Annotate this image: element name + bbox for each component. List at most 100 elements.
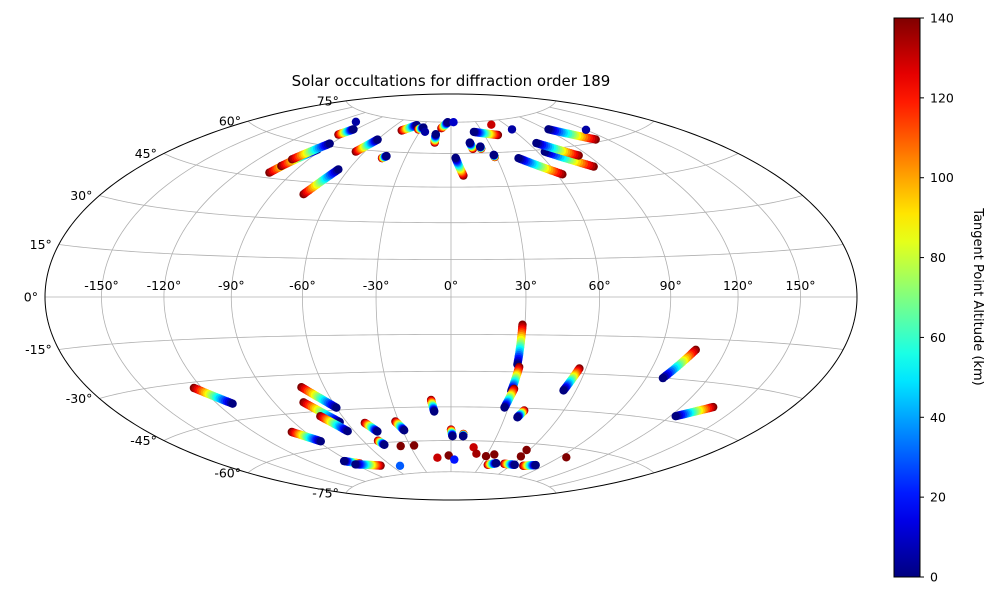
occultation-point [472, 449, 481, 458]
occultation-point [522, 445, 531, 455]
occultation-point [382, 151, 391, 161]
lon-tick-label: 120° [723, 278, 753, 293]
occultation-point [500, 403, 509, 412]
colorbar: 0 20 40 60 80 100 120 140 Tangent Point Altitud… [893, 11, 985, 585]
colorbar-tick-label: 140 [930, 11, 954, 26]
map-outline [44, 93, 858, 501]
longitude-tick-labels: -150° -120° -90° -60° -30° 0° 30° 60° 90° 120° 150… [84, 278, 815, 293]
occultation-point [396, 441, 405, 451]
occultation-point [510, 460, 519, 469]
lon-tick-label: 0° [444, 278, 458, 293]
occultation-point [395, 461, 405, 470]
longitude-gridline [536, 112, 739, 482]
colorbar-tick-label: 60 [930, 330, 946, 345]
lat-tick-label: 30° [70, 188, 92, 203]
occultation-point [658, 373, 668, 383]
occultation-point [325, 139, 334, 148]
colorbar-tick-label: 80 [930, 250, 946, 265]
occultation-point [513, 413, 522, 422]
colorbar-tick-label: 20 [930, 490, 946, 505]
latitude-tick-labels: 75° 60° 45° 30° 15° 0° -15° -30° -45° -60° -75° [24, 93, 339, 500]
lat-tick-label: 60° [219, 114, 241, 129]
longitude-gridline [475, 121, 527, 473]
data-marks [189, 117, 718, 470]
colorbar-ticks: 0 20 40 60 80 100 120 140 [920, 11, 954, 585]
graticule [45, 100, 857, 494]
colorbar-tick-label: 120 [930, 90, 954, 105]
colorbar-label: Tangent Point Altitude (km) [970, 207, 985, 385]
lat-tick-label: 0° [24, 290, 38, 305]
lat-tick-label: -75° [312, 486, 339, 501]
occultation-point [531, 460, 540, 470]
occultation-point [430, 407, 439, 416]
lat-tick-label: -60° [214, 465, 241, 480]
lon-tick-label: 30° [515, 278, 537, 293]
occultation-point [469, 443, 478, 452]
occultation-point [449, 118, 458, 127]
occultation-point [228, 399, 237, 408]
occultation-point [469, 127, 479, 137]
lon-tick-label: -90° [218, 278, 245, 293]
occultation-point [507, 125, 517, 134]
occultation-point [489, 150, 498, 160]
occultation-point [351, 117, 361, 127]
occultation-point [443, 118, 452, 127]
occultation-point [400, 426, 409, 435]
lon-tick-label: 90° [660, 278, 682, 293]
occultation-point [431, 130, 440, 139]
lat-tick-label: 45° [135, 146, 157, 161]
occultation-point [581, 125, 591, 134]
occultation-point [532, 138, 541, 148]
occultation-point [373, 135, 382, 144]
chart-title: Solar occultations for diffraction order… [292, 72, 611, 90]
lon-tick-label: -60° [289, 278, 316, 293]
longitude-gridline [101, 106, 353, 488]
occultation-point [448, 432, 457, 441]
occultation-point [490, 450, 499, 459]
occultation-point [562, 453, 571, 462]
occultation-point [351, 460, 360, 469]
longitude-gridline [163, 112, 366, 482]
longitude-gridline [302, 119, 404, 475]
longitude-gridline [519, 116, 672, 478]
occultation-point [481, 452, 491, 461]
colorbar-gradient [893, 17, 921, 578]
occultation-point [332, 403, 341, 412]
occultation-point [458, 432, 468, 441]
longitude-gridline [549, 106, 801, 488]
colorbar-tick-label: 0 [930, 570, 938, 585]
lon-tick-label: -120° [147, 278, 182, 293]
occultation-point [373, 427, 382, 436]
occultation-point [343, 427, 352, 436]
occultation-point [409, 441, 419, 450]
occultation-point [671, 412, 680, 421]
lat-tick-label: 75° [317, 93, 339, 108]
lat-tick-label: -45° [130, 433, 157, 448]
occultation-point [316, 437, 325, 446]
lat-tick-label: -15° [25, 342, 52, 357]
occultation-point [559, 386, 568, 395]
occultation-point [420, 127, 430, 136]
occultation-point [544, 125, 553, 134]
occultation-point [433, 453, 442, 462]
occultation-point [349, 125, 358, 134]
occultation-point [339, 456, 349, 466]
longitude-gridline [230, 116, 383, 478]
lon-tick-label: -150° [84, 278, 119, 293]
lat-tick-label: 15° [30, 237, 52, 252]
occultation-point [514, 154, 523, 163]
occultation-point [487, 120, 496, 129]
colorbar-tick-label: 100 [930, 170, 954, 185]
occultation-point [334, 165, 343, 174]
occultation-point [451, 153, 460, 162]
occultation-point [516, 452, 526, 461]
occultation-point [492, 459, 501, 468]
lon-tick-label: -30° [363, 278, 390, 293]
occultation-point [476, 142, 485, 151]
occultation-point [465, 138, 474, 147]
lon-tick-label: 60° [589, 278, 611, 293]
occultation-point [450, 455, 459, 464]
occultation-point [380, 440, 389, 449]
colorbar-tick-label: 40 [930, 410, 946, 425]
